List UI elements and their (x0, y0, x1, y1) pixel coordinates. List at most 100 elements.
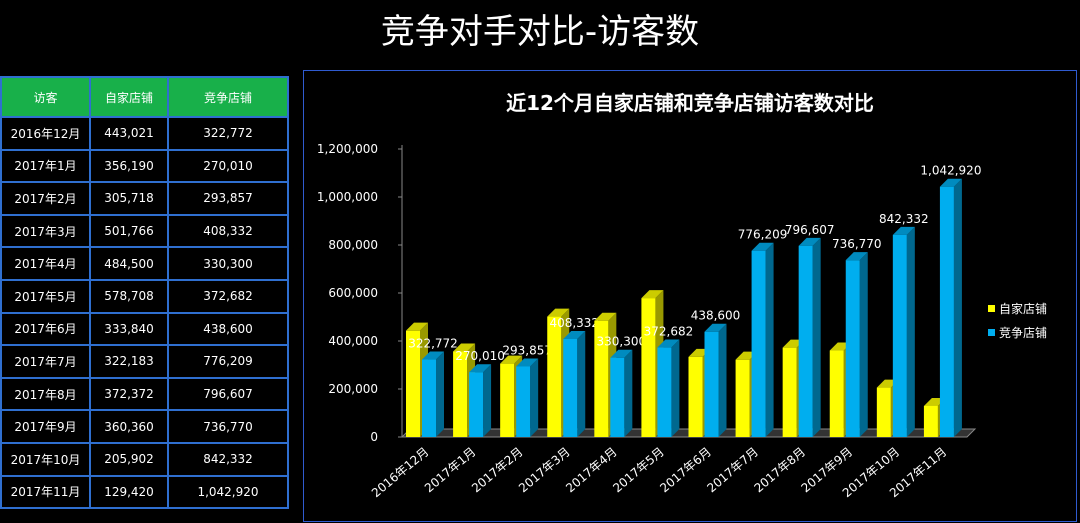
table-row: 2017年2月 305,718 293,857 (0, 181, 289, 216)
table-row: 2017年6月 333,840 438,600 (0, 311, 289, 347)
row-competitor-cell: 408,332 (167, 213, 289, 249)
x-tick-label: 2017年7月 (704, 445, 761, 496)
row-own-store-cell: 501,766 (89, 213, 169, 249)
row-own-store-cell: 333,840 (89, 311, 169, 347)
bar-competitor (516, 358, 539, 437)
y-tick-label: 1,200,000 (317, 142, 378, 156)
x-tick-label: 2016年12月 (369, 445, 431, 501)
row-competitor-cell: 270,010 (167, 148, 289, 184)
data-label: 270,010 (455, 349, 505, 363)
row-own-store-cell: 360,360 (89, 409, 169, 444)
bar-competitor (751, 242, 774, 437)
x-tick-label: 2017年5月 (610, 445, 667, 496)
table-row: 2017年7月 322,183 776,209 (0, 344, 289, 379)
table-row: 2017年3月 501,766 408,332 (0, 213, 289, 249)
header-cell-own-store: 自家店铺 (89, 76, 169, 118)
table-row: 2017年5月 578,708 372,682 (0, 278, 289, 314)
table-row: 2017年1月 356,190 270,010 (0, 148, 289, 184)
row-competitor-cell: 1,042,920 (167, 474, 289, 510)
row-month-cell: 2017年11月 (0, 474, 91, 510)
y-tick-label: 400,000 (328, 334, 378, 348)
bar-competitor (657, 339, 680, 437)
row-own-store-cell: 484,500 (89, 246, 169, 281)
row-competitor-cell: 776,209 (167, 344, 289, 379)
bar-competitor (469, 364, 492, 437)
row-month-cell: 2017年7月 (0, 344, 91, 379)
row-own-store-cell: 356,190 (89, 148, 169, 184)
y-tick-label: 0 (370, 430, 378, 444)
table-row: 2017年9月 360,360 736,770 (0, 409, 289, 444)
row-competitor-cell: 736,770 (167, 409, 289, 444)
y-tick-label: 800,000 (328, 238, 378, 252)
y-tick-label: 600,000 (328, 286, 378, 300)
data-label: 293,857 (502, 343, 552, 357)
data-label: 776,209 (738, 228, 788, 242)
x-tick-label: 2017年8月 (751, 445, 808, 496)
data-label: 796,607 (785, 223, 835, 237)
table-row: 2017年11月 129,420 1,042,920 (0, 474, 289, 510)
table-body: 2016年12月 443,021 322,772 2017年1月 356,190 270,… (0, 116, 289, 510)
data-label: 372,682 (644, 325, 694, 339)
legend-label: 自家店铺 (999, 301, 1047, 316)
bar-competitor (845, 252, 868, 437)
y-tick-label: 1,000,000 (317, 190, 378, 204)
row-month-cell: 2017年10月 (0, 441, 91, 477)
x-tick-label: 2017年1月 (422, 445, 479, 496)
data-table-container: 访客 自家店铺 竞争店铺 2016年12月 443,021 322,772 2017年… (0, 76, 289, 510)
row-competitor-cell: 293,857 (167, 181, 289, 216)
row-month-cell: 2017年9月 (0, 409, 91, 444)
table-row: 2017年10月 205,902 842,332 (0, 441, 289, 477)
row-own-store-cell: 322,183 (89, 344, 169, 379)
row-month-cell: 2017年2月 (0, 181, 91, 216)
row-competitor-cell: 322,772 (167, 116, 289, 151)
row-own-store-cell: 305,718 (89, 181, 169, 216)
bar-competitor (892, 226, 915, 437)
row-month-cell: 2017年4月 (0, 246, 91, 281)
row-month-cell: 2017年3月 (0, 213, 91, 249)
chart-panel: 近12个月自家店铺和竞争店铺访客数对比 0 200,000 400,000 600,00… (303, 70, 1077, 522)
x-tick-label: 2017年4月 (563, 445, 620, 496)
header-cell-month: 访客 (0, 76, 91, 118)
row-competitor-cell: 330,300 (167, 246, 289, 281)
page-title: 竞争对手对比-访客数 (380, 12, 700, 52)
y-tick-label: 200,000 (328, 382, 378, 396)
row-own-store-cell: 578,708 (89, 278, 169, 314)
x-tick-label: 2017年2月 (469, 445, 526, 496)
chart-title: 近12个月自家店铺和竞争店铺访客数对比 (506, 91, 874, 115)
bar-competitor (704, 323, 727, 437)
row-competitor-cell: 842,332 (167, 441, 289, 477)
bar-competitor (610, 349, 633, 437)
table-row: 2017年8月 372,372 796,607 (0, 376, 289, 412)
header-cell-competitor: 竞争店铺 (167, 76, 289, 118)
row-month-cell: 2017年8月 (0, 376, 91, 412)
table-row: 2016年12月 443,021 322,772 (0, 116, 289, 151)
x-tick-label: 2017年3月 (516, 445, 573, 496)
legend-label: 竞争店铺 (999, 326, 1047, 340)
table-row: 2017年4月 484,500 330,300 (0, 246, 289, 281)
row-month-cell: 2017年6月 (0, 311, 91, 347)
row-own-store-cell: 372,372 (89, 376, 169, 412)
legend-swatch (988, 329, 995, 336)
visitor-table: 访客 自家店铺 竞争店铺 2016年12月 443,021 322,772 2017年… (0, 76, 289, 510)
data-label: 322,772 (408, 337, 458, 351)
row-own-store-cell: 129,420 (89, 474, 169, 510)
data-label: 842,332 (879, 212, 929, 226)
data-label: 736,770 (832, 237, 882, 251)
data-label: 438,600 (691, 309, 741, 323)
bar-competitor (563, 331, 586, 437)
bar-competitor (939, 178, 962, 437)
bar-chart: 近12个月自家店铺和竞争店铺访客数对比 0 200,000 400,000 600,00… (317, 91, 1047, 501)
x-tick-label: 2017年6月 (657, 445, 714, 496)
row-own-store-cell: 443,021 (89, 116, 169, 151)
row-own-store-cell: 205,902 (89, 441, 169, 477)
bar-competitor (422, 351, 444, 437)
row-competitor-cell: 438,600 (167, 311, 289, 347)
row-month-cell: 2016年12月 (0, 116, 91, 151)
table-header-row: 访客 自家店铺 竞争店铺 (0, 76, 289, 118)
row-month-cell: 2017年1月 (0, 148, 91, 184)
data-label: 408,332 (549, 316, 599, 330)
row-month-cell: 2017年5月 (0, 278, 91, 314)
bar-competitor (798, 237, 821, 437)
row-competitor-cell: 796,607 (167, 376, 289, 412)
data-label: 330,300 (597, 335, 647, 349)
